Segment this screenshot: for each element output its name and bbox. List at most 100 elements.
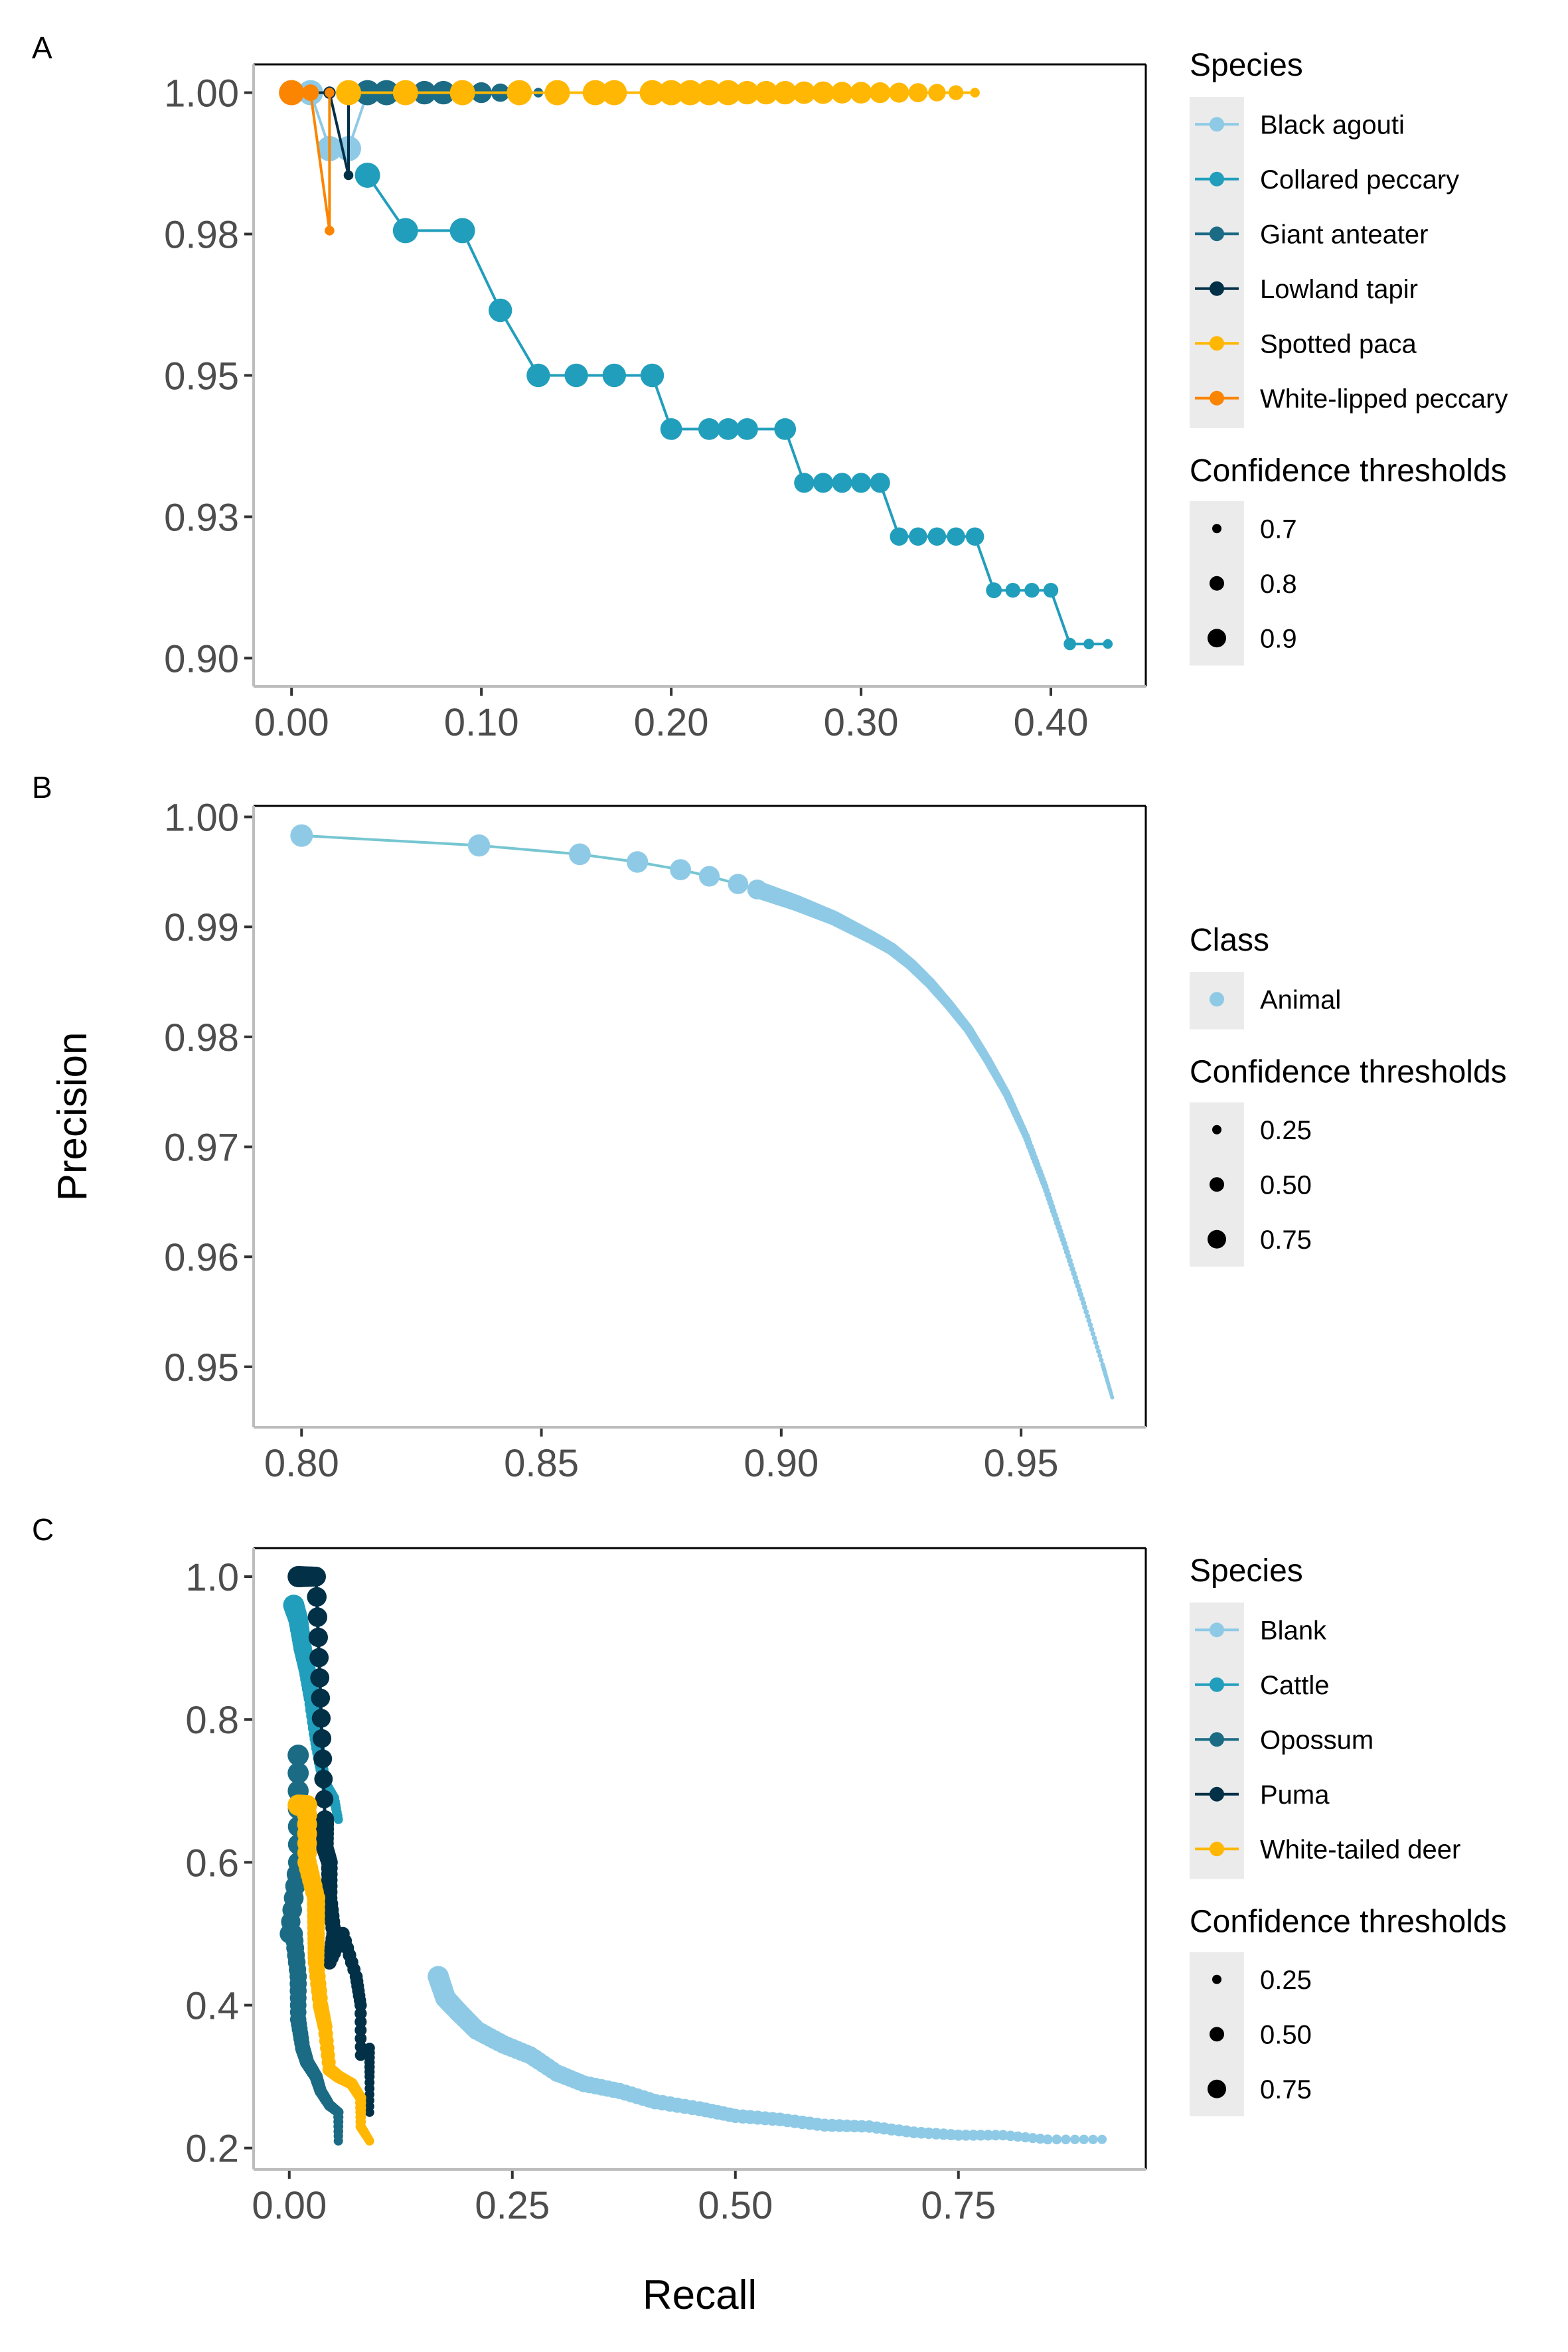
legend-size-swatch bbox=[1210, 1177, 1224, 1192]
data-point bbox=[354, 2032, 367, 2045]
x-axis-title: Recall bbox=[643, 2272, 757, 2318]
x-tick-label: 0.80 bbox=[264, 1442, 339, 1485]
data-point bbox=[1097, 2134, 1107, 2144]
data-point bbox=[392, 218, 418, 244]
legend-size-swatch bbox=[1208, 2079, 1226, 2098]
data-point bbox=[1095, 1344, 1100, 1350]
data-point bbox=[698, 418, 720, 440]
legend-size-label: 0.9 bbox=[1260, 624, 1297, 653]
data-point bbox=[544, 80, 570, 106]
data-point bbox=[311, 1688, 331, 1708]
data-point bbox=[735, 80, 759, 105]
series-blank bbox=[428, 1966, 1107, 2145]
y-tick-label: 0.95 bbox=[164, 1346, 239, 1389]
legend-label: Animal bbox=[1260, 985, 1341, 1014]
data-point bbox=[889, 82, 909, 103]
data-point bbox=[325, 226, 335, 236]
legend-label: White-tailed deer bbox=[1260, 1835, 1460, 1864]
data-point bbox=[1052, 2134, 1062, 2145]
data-point bbox=[343, 170, 354, 181]
data-point bbox=[354, 2015, 367, 2028]
legend-label: Cattle bbox=[1260, 1671, 1330, 1700]
legend-b: Class Animal Confidence thresholds 0.25 0.50… bbox=[1190, 923, 1507, 1267]
data-point bbox=[1028, 2133, 1038, 2144]
legend-size-label: 0.50 bbox=[1260, 1170, 1312, 1200]
data-point bbox=[1005, 583, 1021, 598]
legend-point-swatch bbox=[1210, 226, 1224, 242]
y-tick-label: 0.93 bbox=[164, 496, 239, 539]
y-tick-label: 0.97 bbox=[164, 1127, 239, 1170]
legend-point-swatch bbox=[1210, 1677, 1224, 1692]
data-point bbox=[794, 473, 815, 493]
panel-letter-b: B bbox=[32, 770, 52, 805]
data-point bbox=[774, 418, 797, 440]
data-point bbox=[1077, 1291, 1084, 1298]
plot-area bbox=[254, 806, 1146, 1427]
data-point bbox=[986, 582, 1002, 599]
data-point bbox=[279, 80, 305, 106]
data-point bbox=[909, 527, 927, 546]
legend-a: Species Black agouti Collared peccary Giant… bbox=[1190, 48, 1508, 666]
legend-size-label: 0.25 bbox=[1260, 1966, 1312, 1995]
panel-a: 0.00 0.10 0.20 0.30 0.40 1.00 0.98 0.95 0.93 0.90 bbox=[164, 63, 1147, 744]
data-point bbox=[1035, 2134, 1046, 2144]
legend-point-swatch bbox=[1210, 1786, 1224, 1802]
legend-size-swatch bbox=[1212, 524, 1221, 534]
data-point bbox=[507, 80, 532, 106]
data-point bbox=[927, 527, 947, 546]
data-point bbox=[467, 834, 491, 857]
data-point bbox=[564, 363, 588, 388]
data-point bbox=[1086, 1318, 1092, 1324]
data-point bbox=[1085, 1313, 1091, 1319]
legend-size-label: 0.50 bbox=[1260, 2020, 1312, 2049]
data-point bbox=[1070, 2134, 1080, 2144]
data-point bbox=[1063, 637, 1076, 651]
legend-size-swatch bbox=[1208, 629, 1226, 648]
data-point bbox=[1090, 1331, 1096, 1336]
y-tick-label: 1.00 bbox=[164, 797, 239, 840]
data-point bbox=[965, 527, 984, 546]
series-white-tailed-deer bbox=[287, 1794, 374, 2146]
data-point bbox=[310, 1668, 330, 1687]
y-tick-label: 1.00 bbox=[164, 72, 239, 116]
legend-size-swatch bbox=[1210, 576, 1224, 591]
y-tick-label: 0.98 bbox=[164, 1016, 239, 1059]
data-point bbox=[832, 473, 852, 493]
data-point bbox=[1103, 639, 1113, 649]
data-point bbox=[290, 824, 313, 847]
data-point bbox=[392, 80, 418, 106]
data-point bbox=[354, 2007, 367, 2020]
panel-letter-c: C bbox=[32, 1512, 54, 1547]
legend-point-swatch bbox=[1210, 390, 1224, 406]
legend-point-swatch bbox=[1210, 336, 1224, 351]
legend-c: Species Blank Cattle Opossum Puma White-taile… bbox=[1190, 1553, 1507, 2116]
data-point bbox=[602, 363, 626, 388]
data-point bbox=[1093, 1340, 1099, 1346]
panel-letter-a: A bbox=[32, 31, 52, 65]
y-tick-label: 0.98 bbox=[164, 214, 239, 257]
data-point bbox=[569, 843, 591, 866]
legend-size-title: Confidence thresholds bbox=[1190, 1905, 1507, 1940]
legend-color-title: Species bbox=[1190, 1553, 1303, 1589]
legend-size-label: 0.75 bbox=[1260, 1225, 1312, 1255]
data-point bbox=[1042, 2134, 1053, 2145]
x-tick-label: 0.00 bbox=[252, 2184, 327, 2227]
y-tick-label: 0.96 bbox=[164, 1236, 239, 1279]
legend-size-title: Confidence thresholds bbox=[1190, 1055, 1507, 1090]
x-tick-label: 0.50 bbox=[698, 2184, 773, 2227]
data-point bbox=[670, 859, 691, 880]
data-point bbox=[364, 2136, 374, 2146]
data-point bbox=[975, 2130, 986, 2141]
data-point bbox=[728, 874, 749, 894]
y-axis-title: Precision bbox=[50, 1032, 96, 1202]
y-tick-label: 0.6 bbox=[185, 1842, 239, 1885]
data-point bbox=[311, 1709, 331, 1728]
data-point bbox=[948, 85, 964, 100]
data-point bbox=[1024, 583, 1040, 598]
legend-point-swatch bbox=[1210, 1842, 1224, 1857]
y-tick-label: 1.0 bbox=[185, 1556, 239, 1599]
legend-label: Collared peccary bbox=[1260, 165, 1459, 195]
data-point bbox=[582, 80, 608, 106]
data-point bbox=[639, 80, 665, 106]
